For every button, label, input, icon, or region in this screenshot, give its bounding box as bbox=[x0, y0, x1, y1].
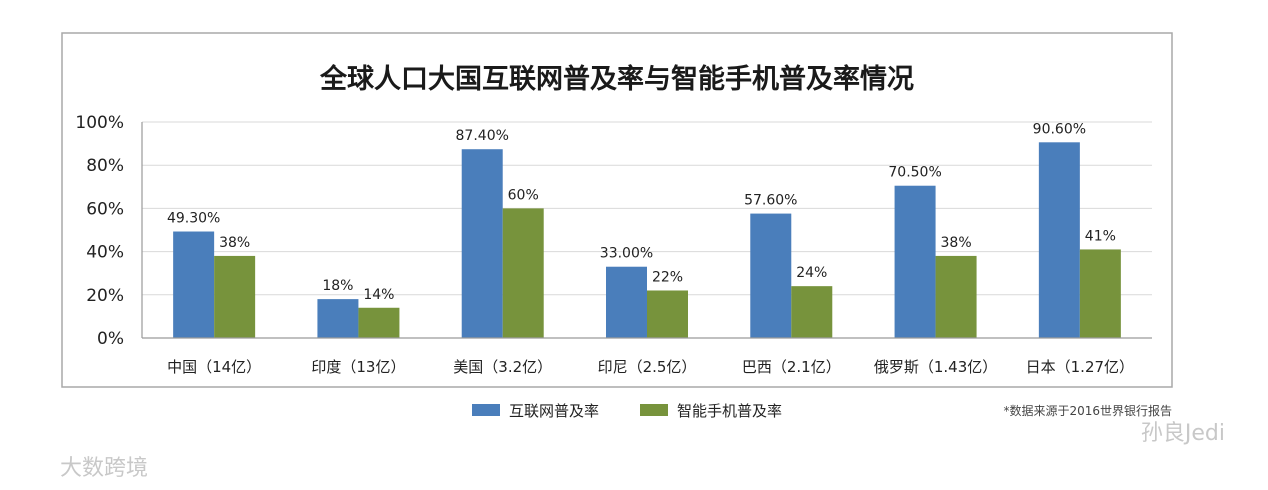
data-label: 18% bbox=[322, 278, 353, 294]
y-axis-ticks: 0% 20% 40% 60% 80% 100% bbox=[75, 113, 124, 349]
bar bbox=[1038, 142, 1080, 338]
legend-swatch bbox=[640, 404, 668, 416]
data-labels: 49.30% 38% 18% 14% 87.40% 60% 33.00% 22% 57.60% 2… bbox=[167, 121, 1116, 302]
category-label: 日本（1.27亿） bbox=[1026, 358, 1134, 376]
bar bbox=[214, 255, 256, 338]
bar bbox=[750, 213, 792, 338]
bars bbox=[173, 142, 1121, 338]
legend-label: 智能手机普及率 bbox=[677, 402, 782, 420]
bar bbox=[1079, 249, 1121, 338]
bar bbox=[502, 208, 544, 338]
watermark-left: 大数跨境 bbox=[60, 456, 148, 481]
bar bbox=[791, 286, 833, 338]
bar bbox=[358, 307, 400, 338]
bar bbox=[606, 266, 647, 338]
y-tick-label: 60% bbox=[86, 199, 124, 219]
data-label: 60% bbox=[508, 187, 539, 203]
bar bbox=[935, 255, 977, 338]
data-label: 70.50% bbox=[888, 165, 941, 181]
watermark-right: 孙良Jedi bbox=[1141, 421, 1225, 446]
y-tick-label: 100% bbox=[75, 113, 124, 133]
x-axis-categories: 中国（14亿） 印度（13亿） 美国（3.2亿） 印尼（2.5亿） 巴西（2.1亿） 俄罗… bbox=[167, 358, 1134, 376]
data-label: 49.30% bbox=[167, 211, 220, 227]
y-tick-label: 0% bbox=[97, 329, 124, 349]
bar bbox=[461, 149, 503, 338]
data-label: 33.00% bbox=[600, 246, 653, 262]
y-tick-label: 80% bbox=[86, 156, 124, 176]
data-label: 41% bbox=[1085, 228, 1116, 244]
data-label: 14% bbox=[363, 287, 394, 303]
data-label: 38% bbox=[219, 235, 250, 251]
chart-title: 全球人口大国互联网普及率与智能手机普及率情况 bbox=[319, 63, 914, 95]
category-label: 巴西（2.1亿） bbox=[742, 358, 841, 376]
data-label: 38% bbox=[941, 235, 972, 251]
y-tick-label: 40% bbox=[86, 243, 124, 263]
category-label: 俄罗斯（1.43亿） bbox=[874, 358, 997, 376]
bar bbox=[173, 231, 215, 338]
y-tick-label: 20% bbox=[86, 286, 124, 306]
bar bbox=[894, 185, 936, 338]
data-label: 90.60% bbox=[1033, 121, 1086, 137]
source-note: *数据来源于2016世界银行报告 bbox=[1003, 403, 1172, 418]
legend: 互联网普及率 智能手机普及率 bbox=[472, 402, 782, 420]
category-label: 中国（14亿） bbox=[167, 358, 261, 376]
data-label: 57.60% bbox=[744, 193, 797, 209]
data-label: 87.40% bbox=[456, 128, 509, 144]
category-label: 印度（13亿） bbox=[311, 358, 405, 376]
category-label: 美国（3.2亿） bbox=[453, 358, 552, 376]
legend-label: 互联网普及率 bbox=[509, 402, 599, 420]
data-label: 24% bbox=[796, 265, 827, 281]
category-label: 印尼（2.5亿） bbox=[598, 358, 697, 376]
bar bbox=[647, 290, 688, 338]
legend-swatch bbox=[472, 404, 500, 416]
data-label: 22% bbox=[652, 269, 683, 285]
bar bbox=[317, 299, 359, 338]
gridlines bbox=[142, 121, 1152, 296]
